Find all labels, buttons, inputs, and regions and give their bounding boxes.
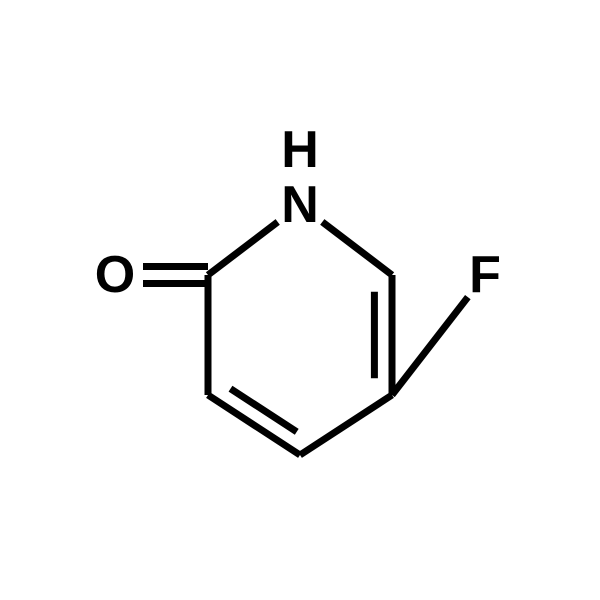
molecule-diagram: NH O F: [0, 0, 600, 600]
bond: [300, 395, 392, 455]
atom-label-f: F: [469, 246, 501, 304]
bond: [230, 389, 296, 432]
bond: [322, 222, 392, 275]
atom-label-n: N: [281, 176, 319, 234]
bond: [208, 222, 278, 275]
bond: [392, 297, 468, 395]
atom-label-o: O: [95, 246, 135, 304]
atom-label-h: H: [281, 121, 319, 179]
